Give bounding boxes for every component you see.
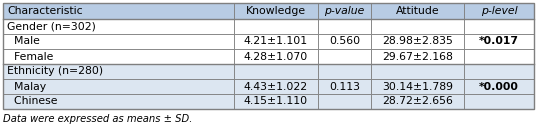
Text: Malay: Malay <box>7 82 46 91</box>
Bar <box>3 19 234 34</box>
Bar <box>234 3 318 19</box>
Text: 28.98±2.835: 28.98±2.835 <box>382 37 453 46</box>
Text: Chinese: Chinese <box>7 96 57 107</box>
Text: 30.14±1.789: 30.14±1.789 <box>382 82 453 91</box>
Bar <box>464 19 534 34</box>
Text: 0.113: 0.113 <box>329 82 360 91</box>
Bar <box>318 3 371 19</box>
Text: 0.560: 0.560 <box>329 37 360 46</box>
Text: Data were expressed as means ± SD.: Data were expressed as means ± SD. <box>3 114 192 124</box>
Text: Male: Male <box>7 37 40 46</box>
Bar <box>234 49 318 64</box>
Bar <box>318 34 371 49</box>
Text: Ethnicity (n=280): Ethnicity (n=280) <box>7 67 103 76</box>
Bar <box>371 79 464 94</box>
Bar <box>371 94 464 109</box>
Bar <box>371 64 464 79</box>
Bar <box>464 94 534 109</box>
Bar <box>371 3 464 19</box>
Bar <box>3 34 234 49</box>
Bar <box>318 49 371 64</box>
Text: *0.017: *0.017 <box>479 37 519 46</box>
Bar <box>318 19 371 34</box>
Bar <box>318 94 371 109</box>
Text: 4.21±1.101: 4.21±1.101 <box>244 37 308 46</box>
Bar <box>234 19 318 34</box>
Bar <box>371 49 464 64</box>
Bar <box>464 49 534 64</box>
Text: p-value: p-value <box>324 6 365 16</box>
Text: p-level: p-level <box>481 6 517 16</box>
Bar <box>3 49 234 64</box>
Text: 4.43±1.022: 4.43±1.022 <box>244 82 308 91</box>
Bar <box>464 79 534 94</box>
Bar <box>3 79 234 94</box>
Bar <box>3 3 234 19</box>
Bar <box>371 34 464 49</box>
Text: 28.72±2.656: 28.72±2.656 <box>382 96 453 107</box>
Text: 4.15±1.110: 4.15±1.110 <box>244 96 308 107</box>
Bar <box>464 34 534 49</box>
Bar <box>464 3 534 19</box>
Text: Gender (n=302): Gender (n=302) <box>7 22 96 31</box>
Bar <box>234 79 318 94</box>
Bar <box>234 94 318 109</box>
Bar <box>3 64 234 79</box>
Text: 4.28±1.070: 4.28±1.070 <box>244 51 308 62</box>
Bar <box>371 19 464 34</box>
Text: 29.67±2.168: 29.67±2.168 <box>382 51 453 62</box>
Bar <box>464 64 534 79</box>
Text: Attitude: Attitude <box>396 6 439 16</box>
Text: *0.000: *0.000 <box>479 82 519 91</box>
Bar <box>3 3 534 109</box>
Bar <box>318 79 371 94</box>
Bar <box>234 34 318 49</box>
Bar <box>234 64 318 79</box>
Text: Female: Female <box>7 51 53 62</box>
Bar <box>3 94 234 109</box>
Text: Knowledge: Knowledge <box>246 6 306 16</box>
Bar <box>318 64 371 79</box>
Text: Characteristic: Characteristic <box>7 6 83 16</box>
